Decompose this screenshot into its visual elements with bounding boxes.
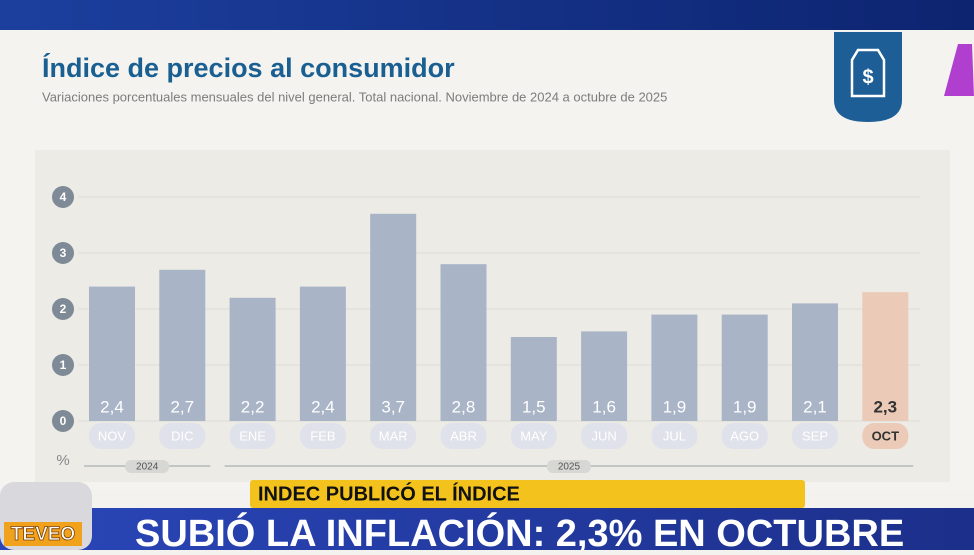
value-label: 2,1 bbox=[803, 397, 827, 416]
x-tick-label: NOV bbox=[98, 428, 127, 443]
y-tick-label: 1 bbox=[60, 358, 67, 372]
y-tick-badge bbox=[52, 410, 74, 432]
category-pill bbox=[510, 423, 557, 449]
chart-subtitle: Variaciones porcentuales mensuales del n… bbox=[42, 89, 667, 104]
bar bbox=[581, 331, 628, 421]
headline-tag: INDEC PUBLICÓ EL ÍNDICE bbox=[258, 481, 520, 505]
y-tick-badge bbox=[52, 242, 74, 264]
x-tick-label: JUN bbox=[591, 428, 616, 443]
top-strip bbox=[0, 0, 974, 30]
chart-title: Índice de precios al consumidor bbox=[42, 52, 455, 83]
x-tick-label: MAY bbox=[520, 428, 548, 443]
x-tick-label: ENE bbox=[239, 428, 266, 443]
category-pill bbox=[651, 423, 698, 449]
price-tag-icon bbox=[850, 48, 886, 98]
value-label: 2,3 bbox=[873, 397, 897, 416]
value-label: 1,9 bbox=[733, 397, 757, 416]
bar bbox=[792, 303, 838, 421]
category-pill bbox=[862, 423, 909, 449]
value-label: 2,4 bbox=[311, 397, 335, 416]
bar bbox=[651, 314, 698, 421]
bar bbox=[229, 297, 276, 421]
y-tick-badge bbox=[52, 354, 74, 376]
y-tick-label: 2 bbox=[60, 302, 67, 316]
y-tick-badge bbox=[52, 298, 74, 320]
year-label: 2024 bbox=[136, 462, 159, 473]
category-pill bbox=[299, 423, 346, 449]
icon-badge bbox=[834, 32, 902, 122]
bar bbox=[440, 264, 487, 421]
y-tick-label: 3 bbox=[60, 246, 67, 260]
x-tick-label: MAR bbox=[379, 428, 408, 443]
bar bbox=[510, 337, 557, 421]
dollar-icon: $ bbox=[862, 66, 873, 88]
value-label: 1,5 bbox=[522, 397, 546, 416]
category-pill bbox=[159, 423, 206, 449]
bar bbox=[370, 213, 417, 421]
bar bbox=[862, 292, 909, 421]
x-tick-label: FEB bbox=[310, 428, 335, 443]
tag-bar bbox=[250, 480, 805, 508]
y-tick-badge bbox=[52, 186, 74, 208]
bar bbox=[299, 286, 346, 421]
y-tick-label: 0 bbox=[60, 414, 67, 428]
year-pill bbox=[125, 460, 170, 473]
x-tick-label: OCT bbox=[872, 428, 900, 443]
x-tick-label: JUL bbox=[663, 428, 686, 443]
value-label: 3,7 bbox=[381, 397, 405, 416]
y-tick-label: 4 bbox=[60, 190, 67, 204]
category-pill bbox=[229, 423, 276, 449]
year-pill bbox=[546, 460, 591, 473]
headline: SUBIÓ LA INFLACIÓN: 2,3% EN OCTUBRE bbox=[135, 511, 904, 550]
x-tick-label: SEP bbox=[802, 428, 828, 443]
x-tick-label: ABR bbox=[450, 428, 477, 443]
category-pill bbox=[792, 423, 838, 449]
headline-bar bbox=[0, 508, 974, 550]
y-unit: % bbox=[56, 452, 69, 469]
logo-plate bbox=[4, 522, 82, 546]
year-label: 2025 bbox=[558, 462, 581, 473]
bar bbox=[89, 286, 135, 421]
value-label: 1,6 bbox=[592, 397, 616, 416]
bar bbox=[721, 314, 768, 421]
value-label: 2,7 bbox=[170, 397, 194, 416]
bar bbox=[159, 269, 206, 421]
category-pill bbox=[89, 423, 135, 449]
category-pill bbox=[370, 423, 417, 449]
category-pill bbox=[721, 423, 768, 449]
value-label: 1,9 bbox=[663, 397, 687, 416]
plot: 0 1 2 3 4% 2,4 NOV 2,7 DIC 2,2 ENE 2,4 FEB 3,7 MAR 2,8 A… bbox=[52, 186, 920, 473]
value-label: 2,4 bbox=[100, 397, 124, 416]
logo-text: TEVEO bbox=[11, 524, 75, 545]
value-label: 2,8 bbox=[452, 397, 476, 416]
x-tick-label: DIC bbox=[171, 428, 193, 443]
channel-logo bbox=[944, 44, 974, 96]
value-label: 2,2 bbox=[241, 397, 265, 416]
category-pill bbox=[581, 423, 628, 449]
x-tick-label: AGO bbox=[730, 428, 759, 443]
category-pill bbox=[440, 423, 487, 449]
